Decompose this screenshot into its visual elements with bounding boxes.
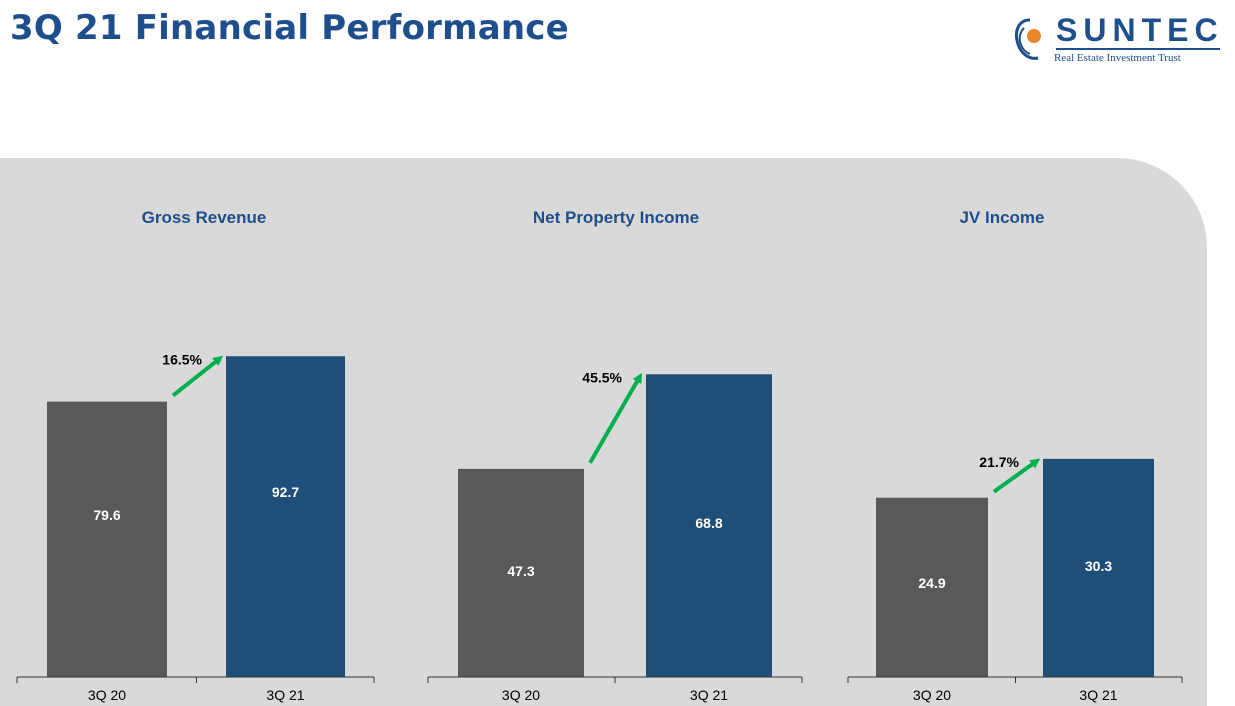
category-label: 3Q 21 xyxy=(266,687,304,703)
suntec-logo: SUNTEC Real Estate Investment Trust xyxy=(1010,12,1225,68)
bar-value-label: 47.3 xyxy=(507,563,534,579)
bar-gross-revenue-3q20 xyxy=(47,401,167,677)
bar-net-property-income-3q21 xyxy=(646,374,772,677)
logo-tagline: Real Estate Investment Trust xyxy=(1054,52,1181,64)
bar-jv-income-3q20 xyxy=(876,497,988,677)
chart-title-jv-income: JV Income xyxy=(959,208,1044,227)
growth-label: 16.5% xyxy=(162,351,202,367)
bar-value-label: 68.8 xyxy=(695,515,722,531)
growth-label: 45.5% xyxy=(582,369,622,385)
logo-wordmark: SUNTEC xyxy=(1056,12,1224,48)
category-label: 3Q 20 xyxy=(913,687,951,703)
bar-value-label: 92.7 xyxy=(272,484,299,500)
logo-underline xyxy=(1056,48,1220,50)
bar-value-label: 30.3 xyxy=(1085,558,1112,574)
growth-arrow-icon xyxy=(992,458,1041,494)
growth-label: 21.7% xyxy=(979,454,1019,470)
category-label: 3Q 21 xyxy=(690,687,728,703)
category-label: 3Q 21 xyxy=(1079,687,1117,703)
bar-value-label: 24.9 xyxy=(918,575,945,591)
bar-net-property-income-3q20 xyxy=(458,468,584,677)
category-label: 3Q 20 xyxy=(502,687,540,703)
bar-jv-income-3q21 xyxy=(1043,458,1154,677)
growth-arrow-icon xyxy=(171,355,224,398)
bar-gross-revenue-3q21 xyxy=(226,356,345,677)
chart-title-gross-revenue: Gross Revenue xyxy=(142,208,267,227)
page-title: 3Q 21 Financial Performance xyxy=(10,8,569,48)
bar-value-label: 79.6 xyxy=(93,507,120,523)
suntec-swirl-icon xyxy=(1015,18,1041,60)
category-label: 3Q 20 xyxy=(88,687,126,703)
growth-arrow-icon xyxy=(588,372,643,464)
chart-title-net-property-income: Net Property Income xyxy=(533,208,699,227)
chart-panel xyxy=(0,158,1207,706)
